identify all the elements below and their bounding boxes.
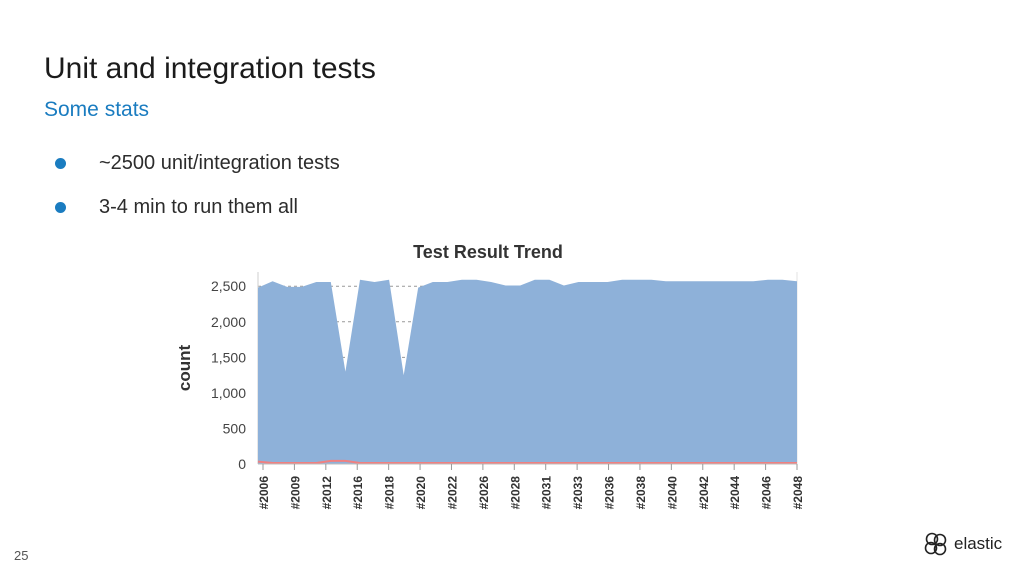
x-tick-label: #2036 (603, 476, 617, 510)
bullet-text: 3-4 min to run them all (99, 196, 298, 218)
x-tick-label: #2040 (665, 476, 679, 510)
x-tick-label: #2042 (697, 476, 711, 510)
page-number: 25 (14, 548, 29, 563)
x-tick-label: #2048 (791, 476, 805, 510)
elastic-logo: elastic (923, 530, 1002, 558)
test-result-trend-chart: Test Result Trend count 0 500 1,000 1,500 2,00… (175, 242, 805, 510)
x-tick-label: #2026 (477, 476, 491, 510)
slide-title: Unit and integration tests (44, 52, 376, 85)
x-tick-label: #2038 (634, 476, 648, 510)
y-axis-label: count (175, 345, 194, 392)
x-tick-label: #2018 (383, 476, 397, 510)
y-tick-label: 2,000 (211, 314, 246, 330)
elastic-logo-icon (924, 532, 947, 556)
x-tick-label: #2016 (351, 476, 365, 510)
elastic-logo-text: elastic (954, 534, 1003, 553)
x-tick-label: #2012 (320, 476, 334, 510)
y-tick-label: 2,500 (211, 278, 246, 294)
y-tick-label: 500 (223, 420, 247, 436)
bullet-text: ~2500 unit/integration tests (99, 152, 340, 174)
x-tick-label: #2009 (288, 476, 302, 510)
x-tick-label: #2022 (445, 476, 459, 510)
bullet-dot-icon (55, 158, 66, 169)
x-tick-label: #2044 (728, 476, 742, 510)
bullet-item: ~2500 unit/integration tests (52, 148, 340, 192)
x-tick-label: #2006 (257, 476, 271, 510)
y-tick-label: 1,500 (211, 349, 246, 365)
x-tick-label: #2031 (540, 476, 554, 510)
chart-title: Test Result Trend (413, 242, 563, 262)
bullet-list: ~2500 unit/integration tests 3-4 min to … (52, 148, 340, 236)
x-tick-label: #2046 (760, 476, 774, 510)
y-tick-label: 0 (238, 456, 246, 472)
x-tick-label: #2028 (508, 476, 522, 510)
y-tick-label: 1,000 (211, 385, 246, 401)
bullet-dot-icon (55, 202, 66, 213)
bullet-item: 3-4 min to run them all (52, 192, 340, 236)
series-line-failed (257, 459, 797, 464)
slide-subtitle: Some stats (44, 98, 150, 121)
series-area-total (258, 279, 797, 464)
x-tick-label: #2033 (571, 476, 585, 510)
x-tick-label: #2020 (414, 476, 428, 510)
